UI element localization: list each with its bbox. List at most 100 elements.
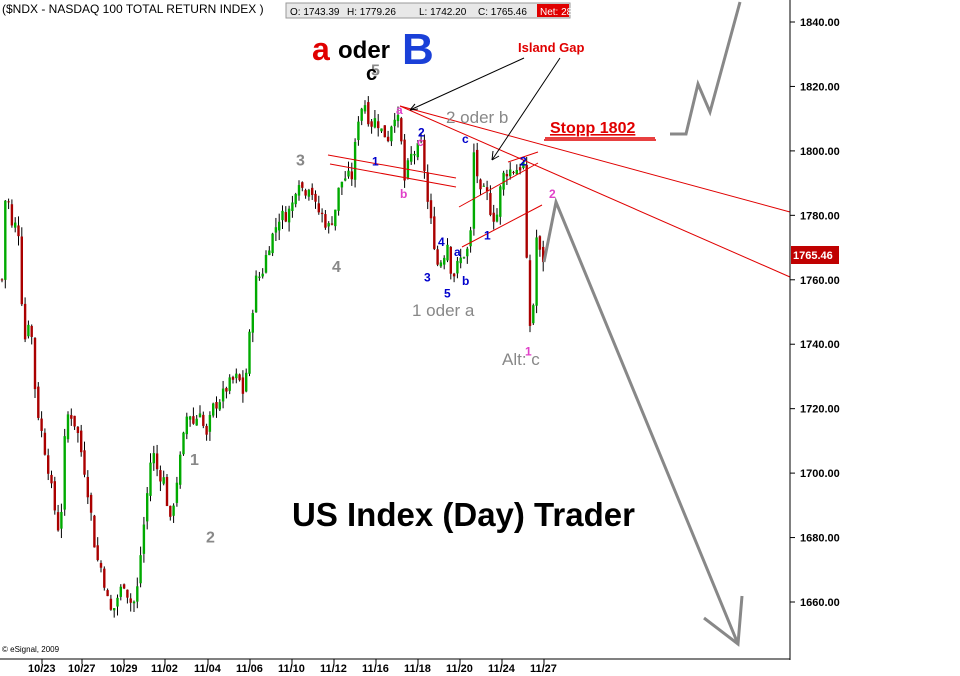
heading-a: a bbox=[312, 31, 330, 67]
candle-body bbox=[439, 262, 443, 267]
candle-body bbox=[198, 413, 202, 418]
candle-body bbox=[264, 255, 268, 273]
candle-body bbox=[47, 455, 50, 474]
candle-body bbox=[37, 386, 40, 418]
date-tick-label: 11/20 bbox=[446, 663, 473, 675]
candle-body bbox=[205, 425, 208, 435]
candle-body bbox=[221, 388, 225, 402]
candle-body bbox=[380, 128, 383, 132]
candle-body bbox=[528, 260, 532, 326]
date-tick-label: 11/02 bbox=[151, 663, 178, 675]
candle-body bbox=[268, 250, 271, 256]
candle-body bbox=[248, 331, 251, 374]
wave-label: 3 bbox=[424, 271, 431, 285]
date-tick-label: 11/24 bbox=[488, 663, 516, 675]
date-tick-label: 11/04 bbox=[194, 663, 222, 675]
trendlines bbox=[327, 105, 791, 278]
projection-arrowhead bbox=[703, 595, 744, 647]
candle-body bbox=[307, 189, 311, 197]
candle-body bbox=[340, 181, 344, 188]
candle-body bbox=[152, 453, 155, 464]
candle-body bbox=[390, 126, 393, 142]
candle-body bbox=[119, 586, 122, 597]
candle-body bbox=[350, 171, 353, 180]
candle-body bbox=[485, 187, 489, 192]
date-tick-label: 11/12 bbox=[320, 663, 347, 675]
candle-body bbox=[169, 505, 172, 517]
candle-body bbox=[423, 139, 426, 171]
candle-body bbox=[476, 149, 479, 177]
candle-body bbox=[4, 200, 7, 280]
candle-body bbox=[291, 202, 294, 211]
candle-body bbox=[80, 430, 83, 453]
candle-body bbox=[231, 376, 235, 380]
high-readout: H: 1779.26 bbox=[347, 7, 396, 18]
candle-body bbox=[50, 474, 53, 484]
candle-body bbox=[489, 193, 492, 215]
trendline bbox=[507, 151, 539, 163]
candle-body bbox=[542, 246, 545, 263]
wave-label: 1 bbox=[525, 345, 532, 359]
date-tick-label: 11/16 bbox=[362, 663, 389, 675]
wave-label: a bbox=[396, 103, 403, 117]
candle-body bbox=[466, 248, 469, 257]
candle-body bbox=[443, 257, 446, 265]
candle-body bbox=[334, 209, 337, 227]
candle-body bbox=[165, 477, 169, 506]
candle-body bbox=[377, 121, 380, 129]
heading-c: c bbox=[366, 63, 377, 85]
candle-body bbox=[515, 170, 518, 175]
candle-body bbox=[538, 236, 542, 250]
candle-body bbox=[0, 279, 4, 281]
candle-body bbox=[532, 305, 535, 324]
date-tick-label: 11/10 bbox=[278, 663, 305, 675]
candle-body bbox=[245, 372, 248, 392]
candle-body bbox=[320, 212, 324, 215]
candle-body bbox=[142, 524, 146, 554]
wave-label: 1 bbox=[372, 155, 379, 169]
candle-body bbox=[396, 115, 400, 122]
ohlc-readout-bar bbox=[285, 2, 571, 19]
candle-body bbox=[278, 221, 281, 231]
net-change-readout: Net: 28.21 bbox=[540, 7, 587, 18]
open-readout: O: 1743.39 bbox=[290, 7, 340, 18]
candle-body bbox=[122, 584, 126, 589]
candle-body bbox=[172, 505, 175, 516]
candle-body bbox=[535, 237, 538, 306]
chart-title: ($NDX - NASDAQ 100 TOTAL RETURN INDEX ) bbox=[2, 2, 264, 16]
candle-body bbox=[386, 136, 390, 142]
candle-body bbox=[469, 230, 472, 247]
date-tick-label: 10/23 bbox=[28, 663, 56, 675]
projection-up-path bbox=[670, 1, 742, 136]
last-price-label: 1765.46 bbox=[793, 250, 833, 262]
candle-body bbox=[146, 493, 149, 522]
candle-body bbox=[400, 118, 403, 142]
candle-body bbox=[89, 494, 93, 513]
price-tick-label: 1840.00 bbox=[800, 17, 840, 29]
candle-body bbox=[499, 186, 502, 217]
candle-body bbox=[314, 193, 317, 202]
candle-body bbox=[413, 153, 416, 156]
candle-body bbox=[271, 233, 274, 254]
candle-body bbox=[129, 598, 132, 603]
candle-body bbox=[459, 257, 462, 264]
price-axis-ticks: 1840.00 1820.00 1800.00 1780.00 1760.00 1740.… bbox=[790, 17, 840, 609]
candle-body bbox=[522, 162, 525, 169]
price-tick-label: 1820.00 bbox=[800, 81, 840, 93]
candle-body bbox=[502, 172, 505, 190]
candle-body bbox=[462, 257, 466, 259]
candle-body bbox=[327, 223, 330, 227]
date-tick-label: 11/06 bbox=[236, 663, 263, 675]
candle-body bbox=[126, 589, 129, 598]
net-change-badge bbox=[537, 4, 569, 17]
wave-label: c bbox=[417, 135, 424, 149]
candle-body bbox=[14, 222, 17, 228]
candle-body bbox=[363, 105, 367, 112]
candle-body bbox=[7, 201, 10, 203]
wave-label: 2 bbox=[549, 187, 556, 201]
candle-body bbox=[258, 276, 261, 278]
candle-body bbox=[347, 170, 350, 177]
stop-note: Stopp 1802 bbox=[550, 120, 635, 137]
